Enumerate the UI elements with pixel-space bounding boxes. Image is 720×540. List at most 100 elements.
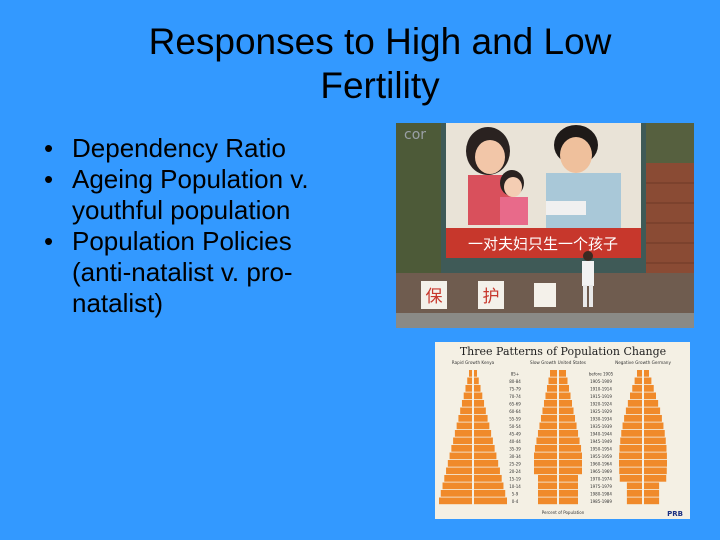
pyramid-bar [534, 460, 557, 467]
pyramid-bar [538, 482, 557, 490]
pyramid-bar [538, 475, 557, 482]
year-label: 1910-1914 [590, 387, 612, 392]
pyramid-bar [451, 445, 472, 452]
pyramid-bar [546, 385, 557, 392]
year-label: 1940-1944 [590, 432, 612, 437]
pyramid-bar [453, 437, 472, 445]
pyramid-bar [545, 392, 557, 400]
age-label: 50-54 [509, 424, 521, 429]
pyramid-bar [625, 407, 642, 415]
age-label: 85+ [511, 372, 519, 377]
pyramid-bar [644, 400, 659, 407]
pyramid-bar [456, 422, 472, 430]
bullet-item-ageing-population: Ageing Population v. youthful population [44, 164, 384, 226]
pyramid-bar [559, 460, 582, 467]
pyramid-bar [644, 460, 667, 467]
panel-label: Slow Growth United States [530, 360, 586, 365]
pyramid-bar [447, 460, 472, 467]
pyramid-bar [644, 430, 665, 437]
pyramid-bar [538, 490, 557, 497]
pyramid-bar [442, 482, 472, 490]
pyramid-bar [543, 400, 557, 407]
pyramid-bar [474, 445, 495, 452]
billboard-slogan: 一对夫妇只生一个孩子 [468, 235, 618, 253]
pyramid-bar [559, 497, 578, 505]
pyramid-bar [619, 445, 642, 452]
pyramid-bar [474, 377, 479, 385]
pyramid-bar [627, 400, 642, 407]
year-label: 1960-1964 [590, 462, 612, 467]
bullet-item-population-policies: Population Policies (anti-natalist v. pr… [44, 226, 384, 319]
bullet-line: natalist) [72, 288, 164, 318]
pyramid-bar [463, 392, 472, 400]
pyramid-bar [644, 370, 649, 377]
pyramid-bar [474, 460, 499, 467]
pyramid-bar [474, 437, 493, 445]
year-label: 1980-1984 [590, 492, 612, 497]
billboard-photo: 一对夫妇只生一个孩子 保 护 cor [396, 123, 694, 328]
bullet-line: (anti-natalist v. pro- [72, 257, 293, 287]
panel-label: Rapid Growth Kenya [452, 360, 495, 365]
age-label: 5-9 [512, 492, 519, 497]
year-label: 1945-1949 [590, 439, 612, 444]
pyramid-bar [540, 415, 557, 422]
slide-title-line-2: Fertility [320, 65, 440, 106]
pyramid-bar [474, 422, 490, 430]
pyramid-bar [559, 445, 582, 452]
pyramid-bar [621, 430, 642, 437]
pyramid-bar [559, 385, 570, 392]
age-label: 10-14 [509, 484, 521, 489]
pyramid-bar [559, 430, 579, 437]
pyramid-bar [644, 445, 667, 452]
population-pyramids-svg: Three Patterns of Population Change Rapi… [439, 345, 683, 518]
pyramid-bar [644, 415, 662, 422]
prb-logo: PRB [667, 510, 683, 518]
pyramid-bar [644, 377, 652, 385]
pyramid-bar [440, 490, 472, 497]
pyramid-bar [465, 385, 472, 392]
billboard-photo-illustration: 一对夫妇只生一个孩子 保 护 cor [396, 123, 694, 328]
pyramid-bar [644, 437, 666, 445]
pyramid-bar [644, 392, 656, 400]
slide-title: Responses to High and Low Fertility [40, 20, 720, 108]
pyramid-bar [624, 415, 642, 422]
pyramid-bar [644, 490, 660, 497]
year-label: 1950-1954 [590, 447, 612, 452]
pyramid-bar [644, 475, 667, 482]
pyramid-bar [632, 385, 642, 392]
year-label: before 1905 [589, 372, 614, 377]
pyramid-bar [542, 407, 557, 415]
pyramid-bar [559, 490, 578, 497]
pyramid-bar [534, 452, 557, 460]
age-label: 70-74 [509, 394, 521, 399]
photo-corner-text: cor [404, 127, 426, 143]
figure-title: Three Patterns of Population Change [460, 345, 666, 358]
pyramid-bar [474, 482, 504, 490]
bullet-list: Dependency Ratio Ageing Population v. yo… [44, 133, 384, 319]
population-pyramids-figure: Three Patterns of Population Change Rapi… [435, 342, 690, 519]
pyramid-bar [637, 370, 642, 377]
bullet-line: Dependency Ratio [72, 133, 286, 163]
age-label: 45-49 [509, 432, 521, 437]
pyramid-bar [467, 377, 472, 385]
pyramid-bar [444, 475, 472, 482]
pyramid-bar [559, 377, 568, 385]
pyramid-bar [559, 475, 578, 482]
pyramid-bar [458, 415, 472, 422]
pyramid-bar [559, 437, 580, 445]
pyramid-bar [474, 497, 507, 505]
pyramid-bar [537, 430, 557, 437]
pyramid-bar [538, 497, 557, 505]
pyramid-bar [619, 475, 642, 482]
pyramid-bar [559, 482, 578, 490]
pyramid-bar [469, 370, 472, 377]
year-label: 1970-1974 [590, 477, 612, 482]
year-label: 1915-1919 [590, 394, 612, 399]
pyramid-bar [559, 407, 574, 415]
pyramid-bar [474, 392, 483, 400]
panel-label: Negative Growth Germany [615, 360, 671, 365]
age-label: 60-64 [509, 409, 521, 414]
pyramid-bar [644, 497, 660, 505]
pyramid-bar [474, 467, 500, 475]
pyramid-bar [559, 452, 582, 460]
